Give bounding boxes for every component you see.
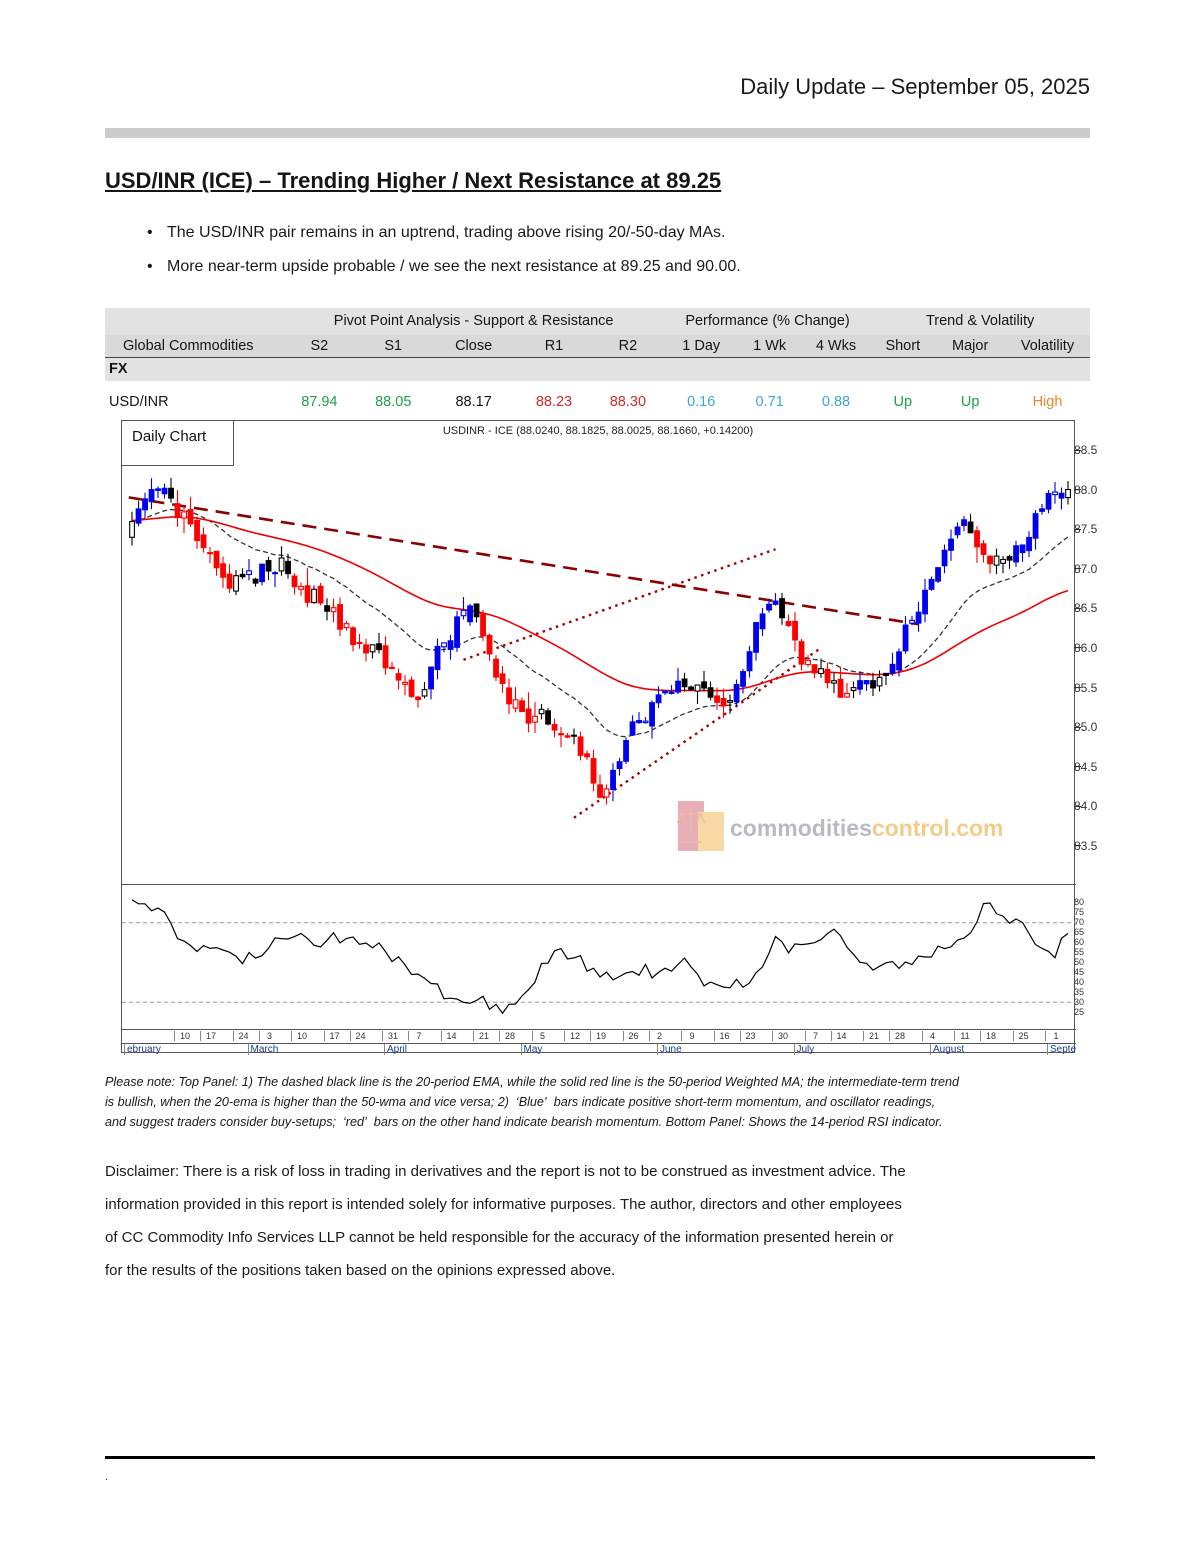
svg-text:commoditiescontrol.com: commoditiescontrol.com <box>730 815 1002 841</box>
